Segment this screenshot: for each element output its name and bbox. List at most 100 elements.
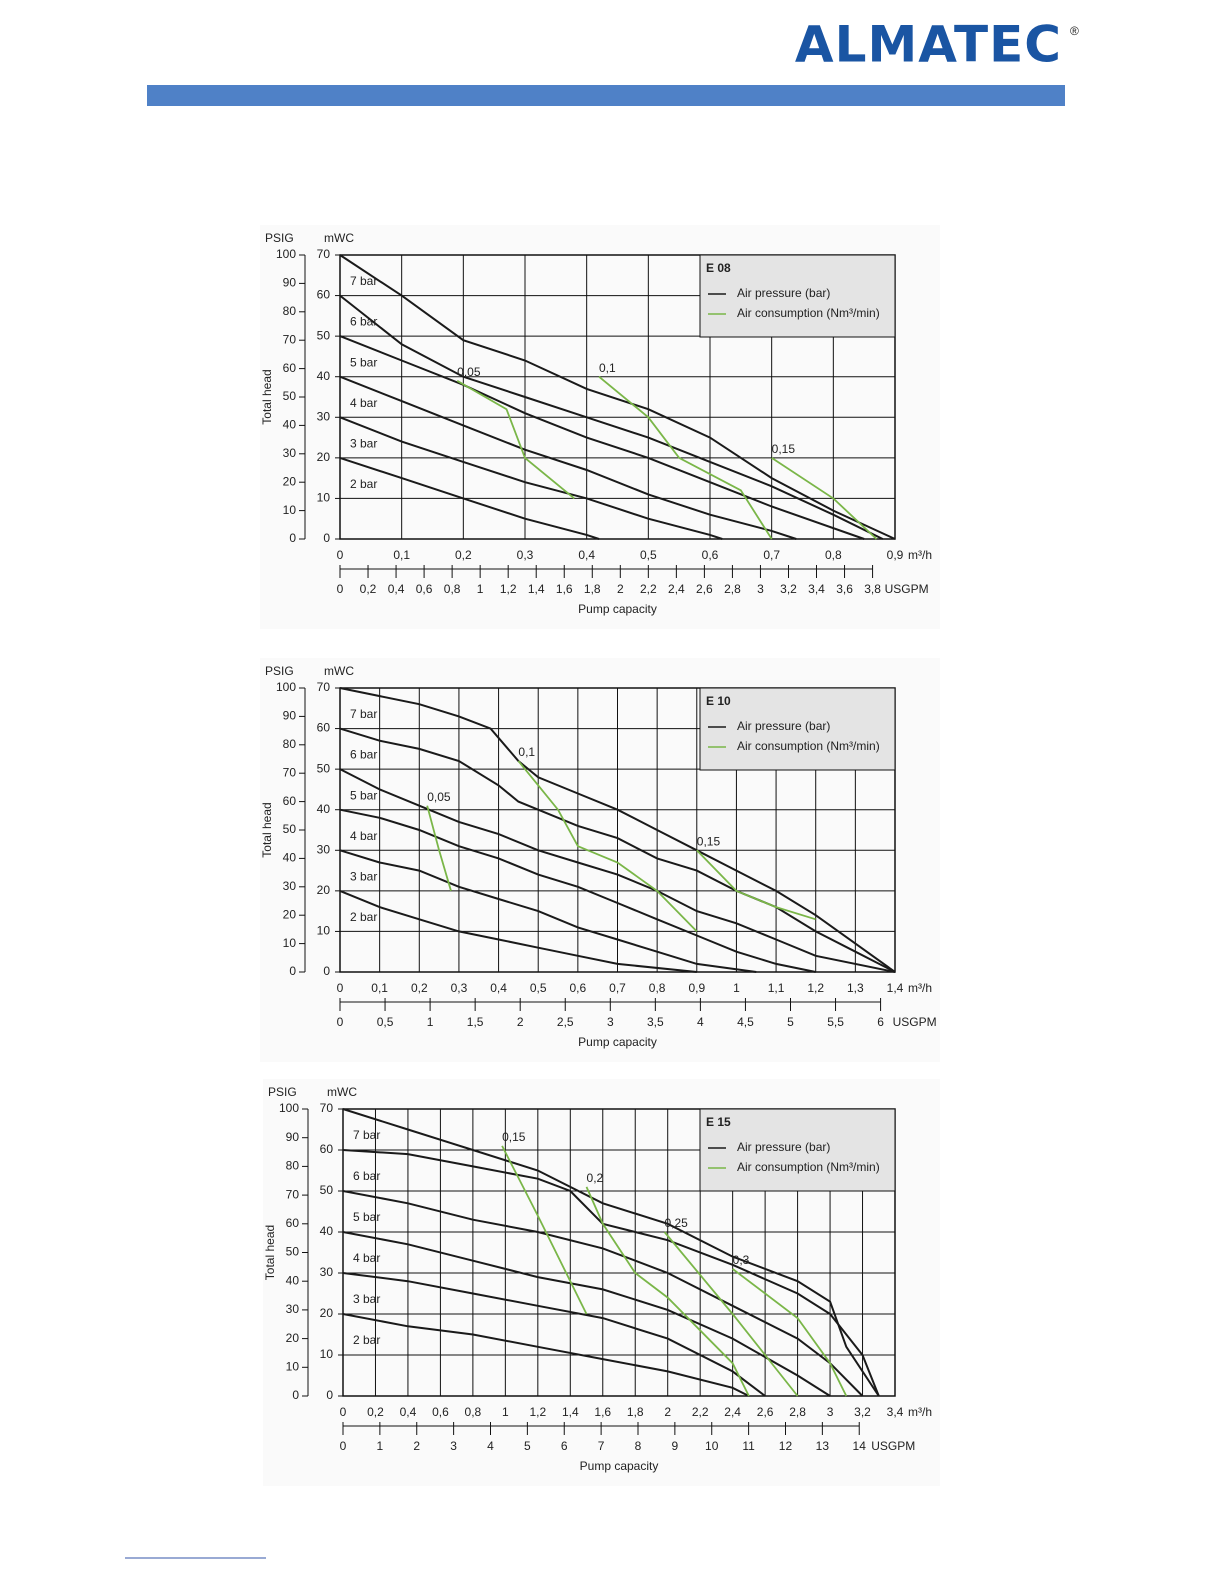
x-tick-label: 3 xyxy=(827,1405,834,1419)
x-tick-label: 0,4 xyxy=(400,1405,417,1419)
y2-unit: PSIG xyxy=(265,664,294,678)
pressure-label: 7 bar xyxy=(350,707,377,721)
x-tick-label: 0,9 xyxy=(688,981,705,995)
x2-tick-label: 0 xyxy=(337,582,344,596)
pressure-label: 4 bar xyxy=(350,829,377,843)
curve xyxy=(663,1231,799,1397)
x-tick-label: 2,2 xyxy=(692,1405,709,1419)
x2-tick-label: 3 xyxy=(607,1015,614,1029)
y-unit: mWC xyxy=(327,1085,357,1099)
logo-mark: ® xyxy=(1070,24,1079,38)
legend-box xyxy=(699,687,896,771)
x2-tick-label: 1,2 xyxy=(500,582,517,596)
x-tick-label: 0,3 xyxy=(517,548,534,562)
y2-tick-label: 20 xyxy=(283,474,297,488)
curve xyxy=(339,849,757,973)
x-tick-label: 1,2 xyxy=(529,1405,546,1419)
curve xyxy=(339,294,884,540)
curve xyxy=(585,1186,750,1397)
y2-tick-label: 60 xyxy=(286,1216,300,1230)
legend-label: Air pressure (bar) xyxy=(737,719,830,733)
x2-tick-label: 3,6 xyxy=(836,582,853,596)
pressure-label: 5 bar xyxy=(353,1210,380,1224)
legend-label: Air pressure (bar) xyxy=(737,1140,830,1154)
y-tick-label: 10 xyxy=(317,924,331,938)
x2-tick-label: 8 xyxy=(635,1439,642,1453)
y2-tick-label: 100 xyxy=(276,680,296,694)
y-unit: mWC xyxy=(324,664,354,678)
plot-frame xyxy=(339,687,896,973)
x-tick-label: 0,4 xyxy=(578,548,595,562)
pressure-label: 3 bar xyxy=(350,869,377,883)
pressure-label: 2 bar xyxy=(350,910,377,924)
y2-tick-label: 50 xyxy=(286,1245,300,1259)
consumption-label: 0,25 xyxy=(664,1216,688,1230)
x2-tick-label: 1 xyxy=(427,1015,434,1029)
curve xyxy=(342,1313,750,1397)
curve xyxy=(342,1108,880,1397)
y2-tick-label: 10 xyxy=(286,1359,300,1373)
x2-tick-label: 7 xyxy=(598,1439,605,1453)
pressure-label: 6 bar xyxy=(353,1169,380,1183)
consumption-label: 0,15 xyxy=(772,442,796,456)
y2-tick-label: 30 xyxy=(286,1302,300,1316)
pressure-label: 7 bar xyxy=(353,1128,380,1142)
y-tick-label: 30 xyxy=(317,409,331,423)
curve xyxy=(339,889,697,973)
x2-tick-label: 6 xyxy=(561,1439,568,1453)
pressure-label: 5 bar xyxy=(350,788,377,802)
header-bar xyxy=(147,85,1065,106)
x2-tick-label: 1,5 xyxy=(467,1015,484,1029)
x2-tick-label: 0,5 xyxy=(377,1015,394,1029)
y-tick-label: 10 xyxy=(320,1347,334,1361)
x2-tick-label: 0,2 xyxy=(360,582,377,596)
y2-tick-label: 50 xyxy=(283,389,297,403)
x-tick-label: 0,9 xyxy=(887,548,904,562)
y2-tick-label: 100 xyxy=(279,1101,299,1115)
curve xyxy=(426,805,452,892)
x2-tick-label: 13 xyxy=(816,1439,830,1453)
x2-tick-label: 2,8 xyxy=(724,582,741,596)
x2-tick-label: 4 xyxy=(487,1439,494,1453)
x-tick-label: 1,1 xyxy=(768,981,785,995)
x-tick-label: 0,2 xyxy=(455,548,472,562)
consumption-label: 0,15 xyxy=(697,834,721,848)
x-tick-label: 0,7 xyxy=(609,981,626,995)
y2-tick-label: 10 xyxy=(283,936,297,950)
y-tick-label: 40 xyxy=(320,1224,334,1238)
x2-tick-label: 5 xyxy=(787,1015,794,1029)
curve xyxy=(339,456,600,540)
curve xyxy=(339,768,896,973)
x-tick-label: 0,8 xyxy=(465,1405,482,1419)
x2-tick-label: 1,8 xyxy=(584,582,601,596)
x2-unit: USGPM xyxy=(893,1015,937,1029)
x-tick-label: 3,4 xyxy=(887,1405,904,1419)
pressure-label: 5 bar xyxy=(350,355,377,369)
y-axis-title: Total head xyxy=(260,802,274,857)
y-tick-label: 20 xyxy=(317,883,331,897)
x2-unit: USGPM xyxy=(885,582,929,596)
y-tick-label: 40 xyxy=(317,369,331,383)
y2-tick-label: 30 xyxy=(283,446,297,460)
x-tick-label: 1,2 xyxy=(807,981,824,995)
x-tick-label: 0,8 xyxy=(649,981,666,995)
y2-tick-label: 80 xyxy=(286,1159,300,1173)
x2-tick-label: 1 xyxy=(377,1439,384,1453)
y-tick-label: 70 xyxy=(317,680,331,694)
y-tick-label: 40 xyxy=(317,802,331,816)
y-tick-label: 60 xyxy=(317,288,331,302)
x-axis-title: Pump capacity xyxy=(580,1459,659,1473)
x2-tick-label: 3,8 xyxy=(864,582,881,596)
x2-tick-label: 3 xyxy=(757,582,764,596)
y2-tick-label: 70 xyxy=(286,1187,300,1201)
x-tick-label: 0,1 xyxy=(371,981,388,995)
x2-tick-label: 0,4 xyxy=(388,582,405,596)
y2-tick-label: 50 xyxy=(283,822,297,836)
consumption-label: 0,15 xyxy=(502,1130,526,1144)
legend-label: Air consumption (Nm³/min) xyxy=(737,739,880,753)
x2-unit: USGPM xyxy=(871,1439,915,1453)
y2-tick-label: 70 xyxy=(283,765,297,779)
pressure-label: 3 bar xyxy=(350,436,377,450)
